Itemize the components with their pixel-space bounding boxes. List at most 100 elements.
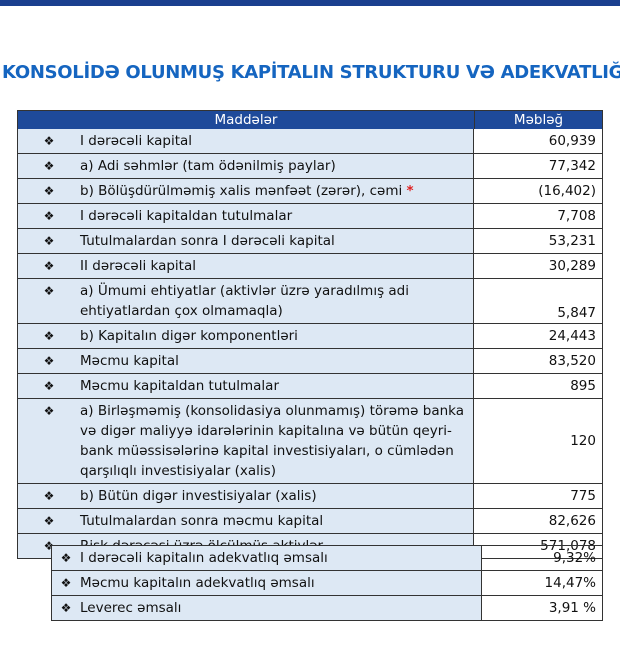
label-text: b) Bütün digər investisiyalar (xalis) — [80, 488, 317, 504]
value-cell: 83,520 — [474, 349, 602, 373]
label-cell: ❖ b) Bütün digər investisiyalar (xalis) — [18, 484, 474, 508]
table-row: ❖ I dərəcəli kapitalın adekvatlıq əmsalı 9… — [52, 546, 602, 570]
table-row: ❖ a) Adi səhmlər (tam ödənilmiş paylar) 77… — [18, 153, 602, 178]
bullet-icon: ❖ — [43, 539, 55, 553]
table-header: Maddələr Məbləğ — [18, 111, 602, 129]
label-cell: ❖ Leverec əmsalı — [52, 596, 482, 620]
table-body: ❖ I dərəcəli kapital 60,939 ❖ a) Adi səhmlər… — [18, 129, 602, 558]
label-cell: ❖ II dərəcəli kapital — [18, 254, 474, 278]
value-cell: (16,402) — [474, 179, 602, 203]
label-text: a) Adi səhmlər (tam ödənilmiş paylar) — [80, 158, 336, 174]
bullet-icon: ❖ — [43, 134, 55, 148]
table-row: ❖ Leverec əmsalı 3,91 % — [52, 595, 602, 620]
value-cell: 82,626 — [474, 509, 602, 533]
label-text: Məcmu kapitaldan tutulmalar — [80, 378, 279, 394]
bullet-icon: ❖ — [43, 379, 55, 393]
row-label: a) Birləşməmiş (konsolidasiya olunmamış)… — [80, 401, 473, 481]
bullet-icon: ❖ — [43, 354, 55, 368]
value-cell: 895 — [474, 374, 602, 398]
bullet-icon: ❖ — [43, 404, 55, 418]
row-label: Tutulmalardan sonra I dərəcəli kapital — [80, 231, 473, 251]
value-cell: 775 — [474, 484, 602, 508]
row-value: 53,231 — [548, 233, 596, 249]
row-label: a) Ümumi ehtiyatlar (aktivlər üzrə yarad… — [80, 281, 473, 321]
label-text: b) Kapitalın digər komponentləri — [80, 328, 298, 344]
label-cell: ❖ Məcmu kapitaldan tutulmalar — [18, 374, 474, 398]
label-cell: ❖ a) Birləşməmiş (konsolidasiya olunmamış… — [18, 399, 474, 483]
row-value: 5,847 — [557, 305, 596, 321]
label-text: II dərəcəli kapital — [80, 258, 196, 274]
table-row: ❖ a) Birləşməmiş (konsolidasiya olunmamış… — [18, 398, 602, 483]
value-cell: 571,078 — [474, 534, 602, 558]
row-label: Leverec əmsalı — [80, 598, 481, 618]
value-cell: 14,47% — [482, 571, 602, 595]
row-label: II dərəcəli kapital — [80, 256, 473, 276]
row-label: a) Adi səhmlər (tam ödənilmiş paylar) — [80, 156, 473, 176]
row-label: b) Bütün digər investisiyalar (xalis) — [80, 486, 473, 506]
row-value: (16,402) — [538, 183, 596, 199]
value-cell: 24,443 — [474, 324, 602, 348]
row-label: Məcmu kapitaldan tutulmalar — [80, 376, 473, 396]
table-row: ❖ II dərəcəli kapital 30,289 — [18, 253, 602, 278]
bullet-icon: ❖ — [60, 551, 72, 565]
table-row: ❖ I dərəcəli kapitaldan tutulmalar 7,708 — [18, 203, 602, 228]
label-text: Leverec əmsalı — [80, 600, 182, 616]
label-cell: ❖ I dərəcəli kapitalın adekvatlıq əmsalı — [52, 546, 482, 570]
table-row: ❖ Məcmu kapitaldan tutulmalar 895 — [18, 373, 602, 398]
bullet-icon: ❖ — [43, 284, 55, 298]
table-row: ❖ b) Bölüşdürülməmiş xalis mənfəət (zərər… — [18, 178, 602, 203]
row-label: I dərəcəli kapital — [80, 131, 473, 151]
label-text: I dərəcəli kapital — [80, 133, 193, 149]
label-text: Tutulmalardan sonra məcmu kapital — [80, 513, 324, 529]
bullet-icon: ❖ — [43, 209, 55, 223]
ratios-table: ❖ I dərəcəli kapitalın adekvatlıq əmsalı 9… — [51, 545, 603, 621]
row-label: Məcmu kapitalın adekvatlıq əmsalı — [80, 573, 481, 593]
label-text: a) Ümumi ehtiyatlar (aktivlər üzrə yarad… — [80, 283, 409, 319]
table-row: ❖ I dərəcəli kapital 60,939 — [18, 129, 602, 153]
table-row: ❖ Tutulmalardan sonra I dərəcəli kapital 5… — [18, 228, 602, 253]
bullet-icon: ❖ — [43, 184, 55, 198]
table-row: ❖ b) Bütün digər investisiyalar (xalis) 77… — [18, 483, 602, 508]
row-value: 60,939 — [548, 133, 596, 149]
row-value: 120 — [570, 433, 596, 449]
row-value: 24,443 — [548, 328, 596, 344]
row-label: Tutulmalardan sonra məcmu kapital — [80, 511, 473, 531]
row-value: 82,626 — [548, 513, 596, 529]
value-cell: 3,91 % — [482, 596, 602, 620]
label-text: Məcmu kapitalın adekvatlıq əmsalı — [80, 575, 315, 591]
label-text: I dərəcəli kapitaldan tutulmalar — [80, 208, 293, 224]
label-cell: ❖ a) Ümumi ehtiyatlar (aktivlər üzrə yara… — [18, 279, 474, 323]
label-text: I dərəcəli kapitalın adekvatlıq əmsalı — [80, 550, 328, 566]
value-cell: 120 — [474, 399, 602, 483]
row-value: 3,91 % — [548, 600, 596, 616]
bullet-icon: ❖ — [43, 259, 55, 273]
header-cell: Məbləğ — [513, 112, 564, 128]
value-cell: 30,289 — [474, 254, 602, 278]
label-cell: ❖ I dərəcəli kapitaldan tutulmalar — [18, 204, 474, 228]
row-value: 30,289 — [548, 258, 596, 274]
row-label: Məcmu kapital — [80, 351, 473, 371]
table-row: ❖ Məcmu kapitalın adekvatlıq əmsalı 14,47% — [52, 570, 602, 595]
label-text: Tutulmalardan sonra I dərəcəli kapital — [80, 233, 335, 249]
label-cell: ❖ a) Adi səhmlər (tam ödənilmiş paylar) — [18, 154, 474, 178]
bullet-icon: ❖ — [43, 329, 55, 343]
label-text: a) Birləşməmiş (konsolidasiya olunmamış)… — [80, 403, 465, 479]
label-cell: ❖ Məcmu kapital — [18, 349, 474, 373]
label-text: b) Bölüşdürülməmiş xalis mənfəət (zərər)… — [80, 183, 403, 199]
capital-table: Maddələr Məbləğ ❖ I dərəcəli kapital 60,93… — [17, 110, 603, 559]
row-label: I dərəcəli kapitalın adekvatlıq əmsalı — [80, 548, 481, 568]
value-cell: 7,708 — [474, 204, 602, 228]
bullet-icon: ❖ — [60, 601, 72, 615]
value-cell: 9,32% — [482, 546, 602, 570]
bullet-icon: ❖ — [60, 576, 72, 590]
bullet-icon: ❖ — [43, 234, 55, 248]
row-label: b) Kapitalın digər komponentləri — [80, 326, 473, 346]
table-row: ❖ Məcmu kapital 83,520 — [18, 348, 602, 373]
table-row: ❖ Tutulmalardan sonra məcmu kapital 82,626 — [18, 508, 602, 533]
label-cell: ❖ Tutulmalardan sonra I dərəcəli kapital — [18, 229, 474, 253]
row-value: 77,342 — [548, 158, 596, 174]
page-title: KONSOLİDƏ OLUNMUŞ KAPİTALIN STRUKTURU VƏ… — [2, 62, 620, 83]
row-value: 9,32% — [553, 550, 596, 566]
bullet-icon: ❖ — [43, 489, 55, 503]
